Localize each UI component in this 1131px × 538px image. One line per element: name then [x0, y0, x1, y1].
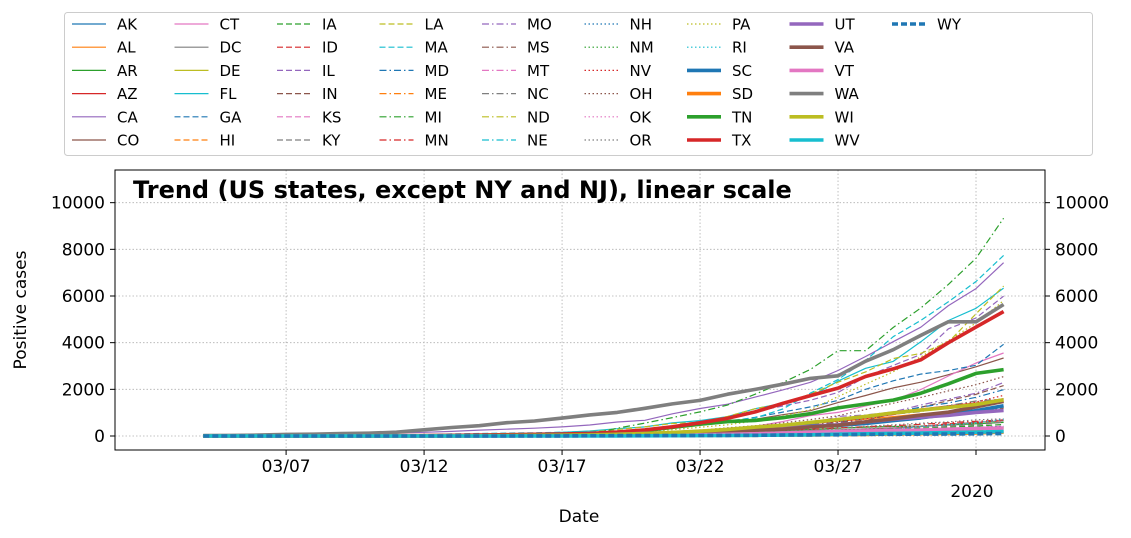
legend-label-ms: MS [527, 39, 549, 57]
legend-label-ky: KY [322, 132, 341, 150]
legend-label-mo: MO [527, 16, 552, 34]
x-tick-label: 03/22 [676, 457, 725, 477]
legend-label-mn: MN [425, 132, 449, 150]
legend-label-tn: TN [731, 108, 752, 126]
axis-ticks: 03/07 03/12 03/17 03/22 03/27 0 0 2000 2000 4000 4… [51, 194, 1109, 477]
chart-title: Trend (US states, except NY and NJ), lin… [133, 176, 792, 204]
legend-label-me: ME [425, 85, 447, 103]
legend-label-md: MD [425, 62, 450, 80]
y-tick-label-right: 8000 [1055, 240, 1098, 260]
legend-label-de: DE [220, 62, 241, 80]
legend-label-il: IL [322, 62, 335, 80]
legend-label-co: CO [117, 132, 139, 150]
series-line-tn [203, 367, 1004, 438]
legend-label-nd: ND [527, 108, 550, 126]
legend-label-sd: SD [732, 85, 753, 103]
series-line-wa [203, 302, 1005, 438]
legend-label-ak: AK [117, 16, 138, 34]
legend-label-pa: PA [732, 16, 751, 34]
legend-label-ia: IA [322, 16, 337, 34]
y-tick-label-left: 8000 [62, 240, 105, 260]
legend-label-ca: CA [117, 108, 138, 126]
legend-label-in: IN [322, 85, 338, 103]
y-tick-label-right: 2000 [1055, 380, 1098, 400]
plot-frame [114, 169, 1046, 451]
legend: AK AL AR AZ CA CO CT DC DE FL GA HI IA ID IL IN KS KY LA MA… [72, 16, 962, 150]
x-axis-label: Date [559, 507, 600, 527]
y-tick-label-left: 4000 [62, 334, 105, 354]
legend-label-va: VA [835, 39, 855, 57]
y-tick-label-left: 0 [94, 427, 105, 447]
x-tick-label: 03/17 [538, 457, 587, 477]
legend-label-la: LA [425, 16, 445, 34]
legend-label-id: ID [322, 39, 338, 57]
legend-label-dc: DC [220, 39, 242, 57]
series-line-ca [203, 262, 1005, 436]
legend-label-or: OR [630, 132, 652, 150]
y-tick-label-right: 6000 [1055, 287, 1098, 307]
x-tick-label: 03/12 [400, 457, 449, 477]
legend-label-vt: VT [835, 62, 855, 80]
legend-label-ok: OK [630, 108, 653, 126]
legend-label-nm: NM [630, 39, 654, 57]
y-tick-label-left: 6000 [62, 287, 105, 307]
legend-label-al: AL [117, 39, 136, 57]
legend-label-oh: OH [630, 85, 653, 103]
legend-label-ga: GA [220, 108, 243, 126]
legend-label-nv: NV [630, 62, 652, 80]
series-line-wy [203, 431, 1004, 438]
legend-label-ma: MA [425, 39, 449, 57]
series-line-ma [203, 254, 1005, 437]
legend-label-tx: TX [731, 132, 751, 150]
legend-label-wi: WI [835, 108, 854, 126]
series-line-la [203, 285, 1005, 437]
legend-label-nh: NH [630, 16, 653, 34]
legend-label-sc: SC [732, 62, 752, 80]
grid [115, 170, 1045, 450]
legend-label-fl: FL [220, 85, 238, 103]
legend-label-ut: UT [835, 16, 856, 34]
y-axis-label: Positive cases [11, 250, 31, 369]
y-tick-label-left: 10000 [51, 194, 105, 214]
legend-label-az: AZ [117, 85, 138, 103]
legend-label-wv: WV [835, 132, 861, 150]
y-tick-label-right: 0 [1055, 427, 1066, 447]
legend-label-ct: CT [220, 16, 240, 34]
x-year-label: 2020 [950, 482, 993, 502]
legend-label-ne: NE [527, 132, 548, 150]
legend-label-mt: MT [527, 62, 550, 80]
y-tick-label-left: 2000 [62, 380, 105, 400]
legend-label-ks: KS [322, 108, 341, 126]
legend-label-hi: HI [220, 132, 236, 150]
legend-label-ri: RI [732, 39, 747, 57]
series-line-mi [203, 217, 1005, 437]
legend-label-ar: AR [117, 62, 138, 80]
legend-label-mi: MI [425, 108, 442, 126]
y-tick-label-right: 10000 [1055, 194, 1109, 214]
legend-label-nc: NC [527, 85, 549, 103]
legend-label-wa: WA [835, 85, 860, 103]
x-tick-label: 03/07 [262, 457, 311, 477]
y-tick-label-right: 4000 [1055, 334, 1098, 354]
x-tick-label: 03/27 [814, 457, 863, 477]
legend-frame [64, 12, 1093, 156]
series-lines [203, 217, 1005, 438]
legend-label-wy: WY [937, 16, 962, 34]
